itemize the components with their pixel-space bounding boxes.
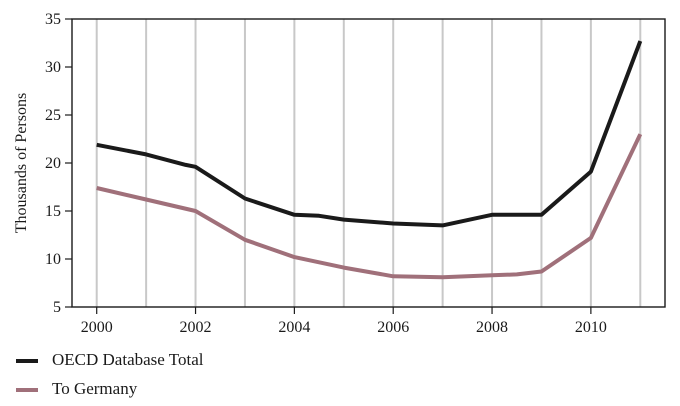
y-tick-label-30: 30 — [45, 59, 61, 76]
legend-swatch — [16, 388, 38, 392]
y-tick-label-5: 5 — [53, 299, 61, 316]
legend-label: To Germany — [52, 379, 138, 398]
y-axis-ticks: 5 10 15 20 25 30 35 — [45, 11, 72, 316]
y-tick-label-35: 35 — [45, 11, 61, 28]
y-tick-label-25: 25 — [45, 107, 61, 124]
x-tick-label-2010: 2010 — [575, 319, 607, 336]
legend-swatch — [16, 359, 38, 363]
series-line-1 — [96, 133, 643, 280]
y-tick-label-15: 15 — [45, 203, 61, 220]
legend-label: OECD Database Total — [52, 350, 204, 369]
x-tick-label-2008: 2008 — [476, 319, 508, 336]
x-tick-label-2004: 2004 — [278, 319, 310, 336]
x-tick-label-2000: 2000 — [81, 319, 113, 336]
x-axis-ticks: 2000 2002 2004 2006 2008 2010 — [81, 307, 607, 336]
plot-frame — [71, 18, 666, 308]
y-tick-label-10: 10 — [45, 251, 61, 268]
x-tick-label-2002: 2002 — [180, 319, 212, 336]
y-axis-label: Thousands of Persons — [13, 93, 30, 233]
series-line-0 — [96, 40, 643, 228]
vertical-gridlines — [95, 19, 642, 307]
y-tick-label-20: 20 — [45, 155, 61, 172]
series-lines — [96, 40, 643, 280]
x-tick-label-2006: 2006 — [377, 319, 409, 336]
